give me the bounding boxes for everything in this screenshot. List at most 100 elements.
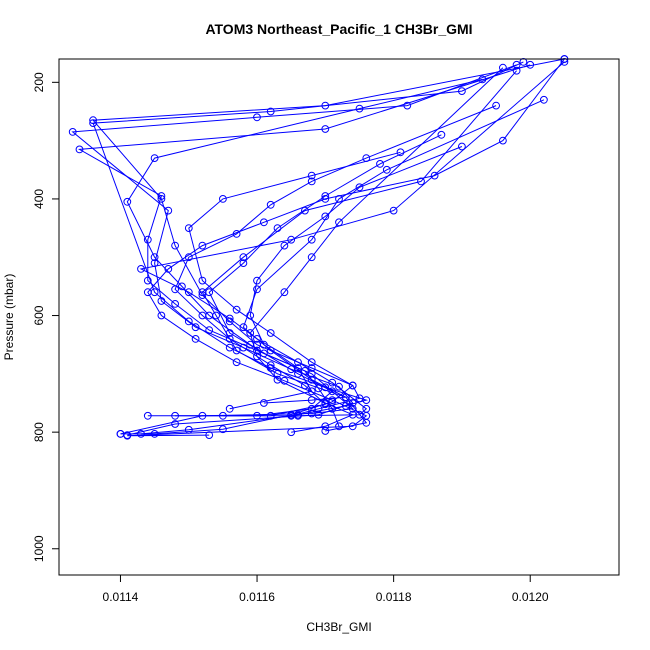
data-point: [184, 253, 193, 262]
data-point: [280, 241, 289, 250]
data-point: [314, 384, 323, 393]
x-tick-label: 0.0118: [376, 590, 412, 604]
data-point: [205, 431, 214, 440]
data-point: [184, 425, 193, 434]
data-point: [184, 317, 193, 326]
data-point: [389, 206, 398, 215]
data-point: [239, 253, 248, 262]
data-point: [321, 125, 330, 133]
series-3: [68, 60, 521, 440]
data-point: [260, 399, 268, 407]
data-point: [212, 311, 221, 320]
data-point: [198, 311, 207, 320]
series-12-line: [229, 146, 463, 410]
series-9: [184, 148, 405, 420]
y-tick-label: 400: [32, 189, 46, 209]
data-point: [219, 425, 227, 434]
data-point: [321, 422, 330, 431]
data-point: [478, 75, 487, 84]
data-point: [348, 381, 357, 390]
data-point: [137, 265, 145, 273]
data-point: [437, 130, 446, 139]
data-point: [225, 335, 234, 343]
y-tick-label: 1000: [32, 535, 46, 562]
data-point: [225, 404, 234, 413]
data-point: [198, 241, 207, 250]
series-11-line: [242, 99, 545, 404]
data-point: [116, 430, 125, 438]
series-1-line: [127, 58, 565, 437]
data-point: [307, 171, 316, 180]
data-point: [355, 394, 364, 403]
data-point: [266, 107, 275, 116]
series-9-line: [188, 151, 401, 417]
data-point: [232, 358, 241, 367]
data-point: [287, 428, 296, 437]
data-point: [458, 142, 466, 151]
data-point: [362, 418, 371, 427]
data-point: [499, 136, 507, 145]
data-point: [362, 404, 371, 413]
data-point: [321, 192, 330, 200]
data-point: [301, 367, 309, 375]
data-point: [184, 288, 193, 297]
data-point: [335, 195, 343, 203]
data-point: [280, 288, 289, 297]
data-point: [150, 430, 159, 438]
data-point: [307, 375, 316, 384]
series-10: [198, 66, 521, 435]
data-point: [273, 224, 282, 233]
data-point: [540, 95, 548, 104]
data-point: [157, 311, 166, 320]
data-point: [321, 427, 330, 435]
data-point: [198, 276, 207, 285]
data-point: [335, 382, 343, 391]
data-point: [184, 224, 193, 233]
data-point: [75, 145, 84, 154]
data-point: [232, 230, 241, 238]
data-point: [171, 420, 180, 428]
data-point: [273, 375, 282, 384]
data-point: [260, 218, 268, 227]
series-3-line: [71, 64, 517, 436]
data-point: [266, 329, 275, 337]
data-point: [273, 369, 282, 378]
data-point: [512, 66, 521, 75]
data-point: [382, 165, 391, 174]
data-point: [307, 235, 316, 244]
data-point: [321, 212, 330, 221]
data-point: [150, 288, 159, 297]
data-point: [239, 323, 248, 332]
data-point: [458, 87, 466, 95]
data-point: [225, 343, 234, 352]
x-tick-label: 0.0116: [239, 590, 275, 604]
data-point: [287, 235, 296, 244]
data-point: [171, 241, 180, 250]
x-tick-label: 0.0120: [512, 590, 549, 604]
series-7: [171, 101, 501, 420]
series-14-line: [208, 134, 442, 427]
y-axis: 200 400 600 800 1000: [32, 72, 60, 562]
data-point: [376, 160, 384, 168]
data-point: [143, 411, 152, 420]
data-point: [239, 259, 248, 268]
data-point: [225, 314, 234, 323]
data-point: [205, 326, 214, 335]
chart-title: ATOM3 Northeast_Pacific_1 CH3Br_GMI: [205, 21, 472, 37]
series-13: [246, 63, 507, 437]
data-point: [191, 335, 200, 343]
data-point: [246, 329, 255, 337]
data-point: [68, 128, 77, 136]
data-point: [301, 206, 309, 215]
data-point: [171, 411, 180, 420]
data-point: [307, 387, 316, 396]
data-point: [219, 195, 227, 203]
data-point: [403, 101, 412, 110]
x-tick-label: 0.0114: [103, 590, 139, 604]
series-10-line: [201, 70, 517, 432]
series-11: [239, 95, 548, 407]
data-point: [355, 104, 364, 113]
data-point: [314, 404, 323, 413]
data-point: [253, 352, 261, 361]
data-point: [253, 285, 261, 294]
